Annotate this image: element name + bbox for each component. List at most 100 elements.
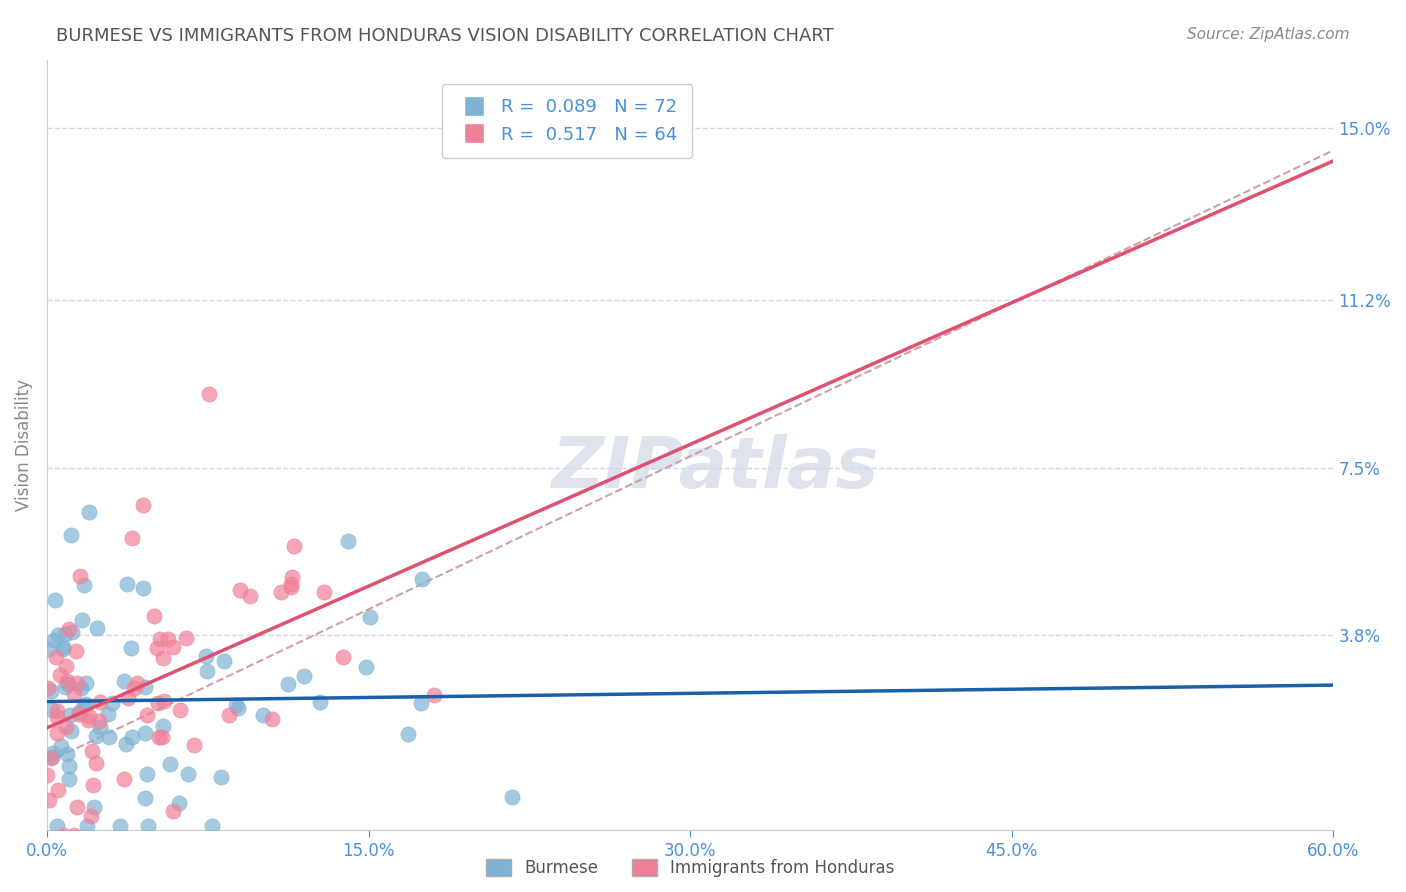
- Point: [66, 675, 89, 690]
- Point: [159, 756, 181, 771]
- Point: [122, 681, 145, 696]
- Point: [46, 704, 69, 718]
- Point: [38, 793, 60, 807]
- Point: [75, 676, 97, 690]
- Point: [101, 696, 124, 710]
- Point: [108, 819, 131, 833]
- Point: [132, 581, 155, 595]
- Point: [45, 650, 67, 665]
- Point: [270, 585, 292, 599]
- Point: [177, 766, 200, 780]
- Point: [134, 681, 156, 695]
- Point: [37, 681, 59, 695]
- Point: [73, 698, 96, 713]
- Point: [67, 706, 90, 721]
- Point: [239, 589, 262, 603]
- Point: [38, 641, 60, 656]
- Point: [63, 687, 86, 701]
- Point: [125, 675, 148, 690]
- Point: [58, 759, 80, 773]
- Point: [58, 622, 80, 636]
- Point: [84, 756, 107, 770]
- Point: [65, 799, 87, 814]
- Point: [201, 819, 224, 833]
- Point: [167, 796, 190, 810]
- Point: [336, 534, 359, 549]
- Point: [41, 750, 63, 764]
- Point: [37, 768, 59, 782]
- Point: [96, 706, 118, 721]
- Point: [112, 772, 135, 786]
- Point: [62, 624, 84, 639]
- Point: [76, 819, 98, 833]
- Point: [194, 649, 217, 664]
- Point: [136, 767, 159, 781]
- Point: [58, 677, 80, 691]
- Point: [121, 730, 143, 744]
- Point: [86, 621, 108, 635]
- Point: [309, 696, 332, 710]
- Point: [228, 700, 250, 714]
- Point: [120, 641, 142, 656]
- Point: [169, 703, 191, 717]
- Point: [292, 669, 315, 683]
- Point: [149, 632, 172, 646]
- Point: [42, 747, 65, 761]
- Point: [46, 726, 69, 740]
- Point: [89, 714, 111, 728]
- Point: [280, 580, 302, 594]
- Point: [80, 809, 103, 823]
- Point: [52, 640, 75, 654]
- Point: [411, 696, 433, 710]
- Point: [44, 593, 66, 607]
- Point: [354, 659, 377, 673]
- Point: [134, 726, 156, 740]
- Point: [75, 698, 97, 712]
- Point: [225, 698, 247, 712]
- Point: [183, 739, 205, 753]
- Point: [67, 706, 90, 720]
- Point: [252, 708, 274, 723]
- Point: [55, 658, 77, 673]
- Point: [55, 719, 77, 733]
- Point: [52, 642, 75, 657]
- Point: [146, 641, 169, 656]
- Point: [59, 528, 82, 542]
- Point: [52, 828, 75, 842]
- Point: [84, 729, 107, 743]
- Point: [209, 770, 232, 784]
- Point: [46, 628, 69, 642]
- Text: ZIPatlas: ZIPatlas: [553, 434, 880, 502]
- Point: [195, 664, 218, 678]
- Point: [56, 674, 79, 689]
- Point: [69, 681, 91, 695]
- Point: [89, 720, 111, 734]
- Point: [148, 730, 170, 744]
- Point: [359, 610, 381, 624]
- Point: [49, 668, 72, 682]
- Point: [56, 747, 79, 762]
- Point: [332, 650, 354, 665]
- Point: [42, 632, 65, 647]
- Point: [45, 819, 67, 833]
- Point: [138, 819, 160, 833]
- Point: [63, 828, 86, 842]
- Point: [69, 568, 91, 582]
- Point: [157, 632, 180, 646]
- Point: [314, 585, 336, 599]
- Y-axis label: Vision Disability: Vision Disability: [15, 379, 32, 511]
- Point: [152, 694, 174, 708]
- Point: [77, 505, 100, 519]
- Point: [501, 790, 523, 805]
- Point: [150, 730, 173, 744]
- Text: Source: ZipAtlas.com: Source: ZipAtlas.com: [1187, 27, 1350, 42]
- Point: [82, 778, 104, 792]
- Point: [98, 731, 121, 745]
- Point: [143, 608, 166, 623]
- Point: [112, 673, 135, 688]
- Point: [65, 644, 87, 658]
- Point: [70, 613, 93, 627]
- Point: [77, 714, 100, 728]
- Point: [46, 710, 69, 724]
- Point: [411, 572, 433, 586]
